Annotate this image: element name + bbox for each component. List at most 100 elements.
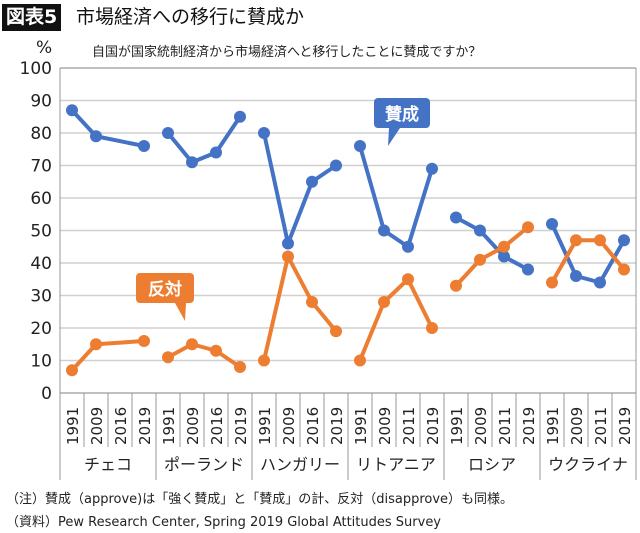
data-point-approve — [186, 156, 198, 169]
y-tick-label: 100 — [20, 59, 52, 79]
x-tick-label: 2009 — [568, 407, 586, 445]
x-tick-label: 2019 — [232, 407, 250, 445]
figure-number-badge: 図表5 — [2, 4, 62, 31]
data-point-disapprove — [522, 221, 534, 234]
data-point-approve — [474, 224, 486, 237]
x-tick-label: 2009 — [376, 407, 394, 445]
y-tick-label: 90 — [30, 92, 52, 112]
data-point-approve — [450, 211, 462, 224]
data-point-disapprove — [402, 273, 414, 286]
data-point-approve — [258, 127, 270, 139]
series-line-approve — [166, 115, 242, 165]
data-point-approve — [138, 140, 150, 152]
disapprove-callout — [136, 273, 194, 321]
data-point-approve — [498, 250, 510, 263]
country-label: ロシア — [468, 455, 516, 474]
series-line-disapprove — [262, 254, 338, 361]
x-tick-label: 2011 — [592, 407, 610, 445]
y-axis-unit: % — [36, 38, 53, 58]
data-point-disapprove — [450, 279, 462, 292]
data-point-disapprove — [378, 296, 390, 308]
y-tick-label: 50 — [30, 222, 52, 242]
x-tick-label: 2016 — [112, 407, 130, 445]
data-point-disapprove — [138, 335, 150, 347]
data-point-approve — [402, 240, 414, 253]
footnote: （注）賛成（approve)は「強く賛成」と「賛成」の計、反対（disappro… — [6, 492, 514, 507]
x-tick-label: 2016 — [304, 407, 322, 445]
y-tick-label: 70 — [30, 157, 52, 177]
x-tick-label: 1991 — [352, 407, 370, 445]
data-point-disapprove — [186, 338, 198, 351]
series-line-approve — [262, 132, 338, 246]
approve-callout-label: 賛成 — [385, 104, 419, 125]
x-tick-label: 2009 — [280, 407, 298, 445]
data-point-disapprove — [354, 354, 366, 367]
y-tick-label: 0 — [41, 384, 52, 404]
y-tick-label: 40 — [30, 254, 52, 274]
x-tick-label: 2019 — [520, 407, 538, 445]
data-point-disapprove — [426, 322, 438, 334]
data-point-disapprove — [258, 354, 270, 367]
series-line-approve — [550, 223, 626, 285]
data-point-approve — [546, 218, 558, 230]
data-point-disapprove — [282, 250, 294, 263]
data-point-disapprove — [330, 325, 342, 338]
x-tick-label: 2016 — [208, 407, 226, 445]
data-point-disapprove — [90, 338, 102, 351]
data-point-approve — [594, 276, 606, 289]
series-line-approve — [70, 108, 145, 148]
x-tick-label: 1991 — [256, 407, 274, 445]
x-tick-label: 1991 — [544, 407, 562, 445]
data-point-approve — [234, 110, 246, 123]
x-tick-label: 1991 — [448, 407, 466, 445]
series-line-disapprove — [70, 339, 145, 372]
y-tick-label: 80 — [30, 124, 52, 144]
x-tick-label: 2011 — [400, 407, 418, 445]
series-line-disapprove — [454, 225, 530, 288]
chart-title: 自国が国家統制経済から市場経済へと移行したことに賛成ですか？ — [92, 45, 482, 60]
y-tick-label: 10 — [30, 352, 52, 372]
x-tick-label: 2019 — [616, 407, 634, 445]
x-tick-label: 2009 — [472, 407, 490, 445]
data-point-approve — [354, 140, 366, 152]
data-point-disapprove — [618, 263, 630, 276]
country-label: リトアニア — [356, 455, 436, 474]
y-tick-label: 60 — [30, 189, 52, 209]
series-line-approve — [455, 215, 529, 272]
series-line-approve — [358, 145, 434, 249]
data-point-approve — [570, 270, 582, 282]
data-point-approve — [522, 263, 534, 276]
data-point-approve — [66, 104, 78, 117]
country-label: ウクライナ — [548, 455, 628, 474]
data-point-approve — [306, 175, 318, 188]
data-point-disapprove — [498, 240, 510, 253]
figure-title: 市場経済への移行に賛成か — [76, 6, 305, 28]
data-point-approve — [282, 237, 294, 250]
series-line-disapprove — [167, 342, 242, 369]
data-point-approve — [90, 130, 102, 143]
data-point-disapprove — [594, 234, 606, 247]
x-tick-label: 2009 — [184, 407, 202, 445]
data-point-disapprove — [570, 234, 582, 247]
disapprove-callout-label: 反対 — [148, 279, 182, 300]
x-tick-label: 1991 — [160, 407, 178, 445]
y-tick-label: 30 — [30, 287, 52, 307]
country-label: ポーランド — [164, 455, 244, 474]
x-tick-label: 1991 — [64, 407, 82, 445]
x-tick-label: 2011 — [496, 407, 514, 445]
country-label: チェコ — [84, 455, 132, 474]
source-note: （資料）Pew Research Center, Spring 2019 Glo… — [6, 515, 442, 530]
data-point-approve — [378, 224, 390, 237]
series-line-disapprove — [358, 277, 434, 362]
data-point-approve — [426, 162, 438, 175]
x-tick-label: 2019 — [328, 407, 346, 445]
data-point-approve — [210, 146, 222, 159]
series-line-disapprove — [550, 238, 626, 284]
country-label: ハンガリー — [260, 455, 340, 474]
data-point-disapprove — [162, 351, 174, 364]
data-point-disapprove — [66, 364, 78, 377]
data-point-approve — [618, 234, 630, 247]
x-tick-label: 2019 — [136, 407, 154, 445]
